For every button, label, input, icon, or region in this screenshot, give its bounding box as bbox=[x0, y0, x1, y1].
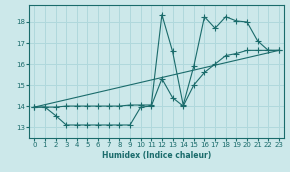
X-axis label: Humidex (Indice chaleur): Humidex (Indice chaleur) bbox=[102, 150, 211, 160]
